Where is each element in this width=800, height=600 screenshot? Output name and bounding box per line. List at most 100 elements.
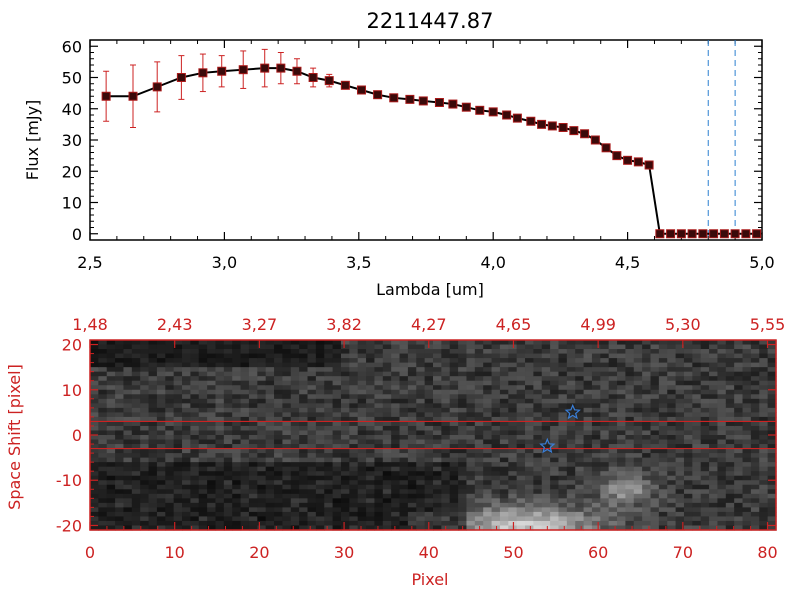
- heatmap-cell: [282, 367, 292, 373]
- heatmap-cell: [207, 376, 217, 382]
- heatmap-cell: [658, 358, 668, 364]
- heatmap-cell: [173, 520, 183, 527]
- heatmap-cell: [324, 475, 334, 481]
- heatmap-cell: [282, 385, 292, 391]
- heatmap-cell: [516, 412, 526, 418]
- heatmap-cell: [566, 407, 576, 413]
- heatmap-cell: [366, 480, 376, 486]
- heatmap-cell: [131, 457, 141, 463]
- heatmap-cell: [299, 344, 309, 350]
- heatmap-cell: [173, 525, 183, 531]
- heatmap-cell: [625, 344, 635, 350]
- heatmap-cell: [131, 403, 141, 409]
- heatmap-cell: [700, 380, 710, 386]
- heatmap-cell: [382, 480, 392, 486]
- heatmap-cell: [207, 435, 217, 441]
- heatmap-cell: [541, 385, 551, 391]
- heatmap-cell: [90, 520, 99, 527]
- heatmap-cell: [583, 507, 593, 513]
- heatmap-cell: [382, 457, 392, 463]
- heatmap-cell: [98, 367, 108, 373]
- heatmap-cell: [433, 457, 442, 463]
- heatmap-cell: [282, 412, 292, 418]
- heatmap-cell: [675, 385, 685, 391]
- heatmap-cell: [324, 421, 334, 427]
- heatmap-cell: [717, 507, 727, 513]
- heatmap-cell: [566, 448, 576, 454]
- heatmap-cell: [257, 493, 267, 499]
- heatmap-cell: [575, 435, 585, 441]
- heatmap-cell: [315, 430, 325, 436]
- heatmap-cell: [106, 394, 116, 400]
- heatmap-cell: [692, 376, 702, 382]
- heatmap-cell: [290, 453, 300, 459]
- heatmap-cell: [667, 340, 677, 346]
- heatmap-cell: [642, 520, 652, 527]
- heatmap-cell: [566, 439, 576, 445]
- heatmap-cell: [173, 502, 183, 508]
- heatmap-cell: [617, 489, 627, 495]
- heatmap-cell: [717, 398, 727, 404]
- heatmap-cell: [131, 421, 141, 427]
- heatmap-cell: [248, 412, 258, 418]
- heatmap-cell: [742, 480, 752, 486]
- heatmap-cell: [700, 475, 710, 481]
- heatmap-cell: [173, 425, 183, 432]
- heatmap-cell: [307, 367, 317, 373]
- heatmap-cell: [491, 435, 501, 441]
- heatmap-cell: [725, 353, 735, 359]
- heatmap-cell: [508, 471, 518, 477]
- heatmap-cell: [499, 403, 509, 409]
- heatmap-cell: [165, 435, 175, 441]
- heatmap-cell: [608, 493, 618, 499]
- heatmap-cell: [232, 520, 242, 527]
- heatmap-cell: [198, 407, 208, 413]
- heatmap-cell: [499, 349, 509, 355]
- heatmap-cell: [324, 516, 334, 522]
- data-point: [601, 143, 611, 153]
- heatmap-cell: [274, 340, 284, 346]
- heatmap-cell: [433, 462, 442, 468]
- heatmap-cell: [182, 349, 191, 355]
- heatmap-cell: [223, 421, 233, 427]
- heatmap-cell: [290, 511, 300, 518]
- heatmap-cell: [566, 394, 576, 400]
- heatmap-cell: [198, 416, 208, 423]
- heatmap-cell: [709, 466, 719, 472]
- heatmap-cell: [165, 398, 175, 404]
- heatmap-cell: [458, 380, 468, 386]
- heatmap-cell: [282, 349, 292, 355]
- heatmap-cell: [182, 362, 191, 368]
- heatmap-cell: [215, 453, 225, 459]
- heatmap-cell: [257, 466, 267, 472]
- heatmap-cell: [759, 502, 769, 508]
- heatmap-cell: [650, 344, 660, 350]
- heatmap-cell: [566, 380, 576, 386]
- heatmap-cell: [491, 407, 501, 413]
- heatmap-cell: [357, 412, 367, 418]
- heatmap-cell: [650, 362, 660, 368]
- heatmap-cell: [424, 453, 434, 459]
- heatmap-cell: [717, 353, 727, 359]
- heatmap-cell: [315, 403, 325, 409]
- heatmap-cell: [424, 516, 434, 522]
- heatmap-cell: [374, 349, 384, 355]
- heatmap-cell: [115, 403, 125, 409]
- heatmap-cell: [156, 371, 166, 377]
- heatmap-cell: [642, 453, 652, 459]
- heatmap-cell: [374, 484, 384, 490]
- heatmap-cell: [700, 502, 710, 508]
- heatmap-cell: [633, 394, 643, 400]
- heatmap-cell: [357, 416, 367, 423]
- heatmap-cell: [282, 403, 292, 409]
- heatmap-cell: [734, 394, 744, 400]
- heatmap-cell: [600, 457, 610, 463]
- heatmap-cell: [374, 525, 384, 531]
- heatmap-cell: [90, 344, 99, 350]
- heatmap-cell: [600, 471, 610, 477]
- heatmap-cell: [683, 471, 693, 477]
- heatmap-cell: [424, 444, 434, 450]
- heatmap-cell: [207, 520, 217, 527]
- heatmap-cell: [115, 489, 125, 495]
- source-star-marker: [539, 437, 556, 454]
